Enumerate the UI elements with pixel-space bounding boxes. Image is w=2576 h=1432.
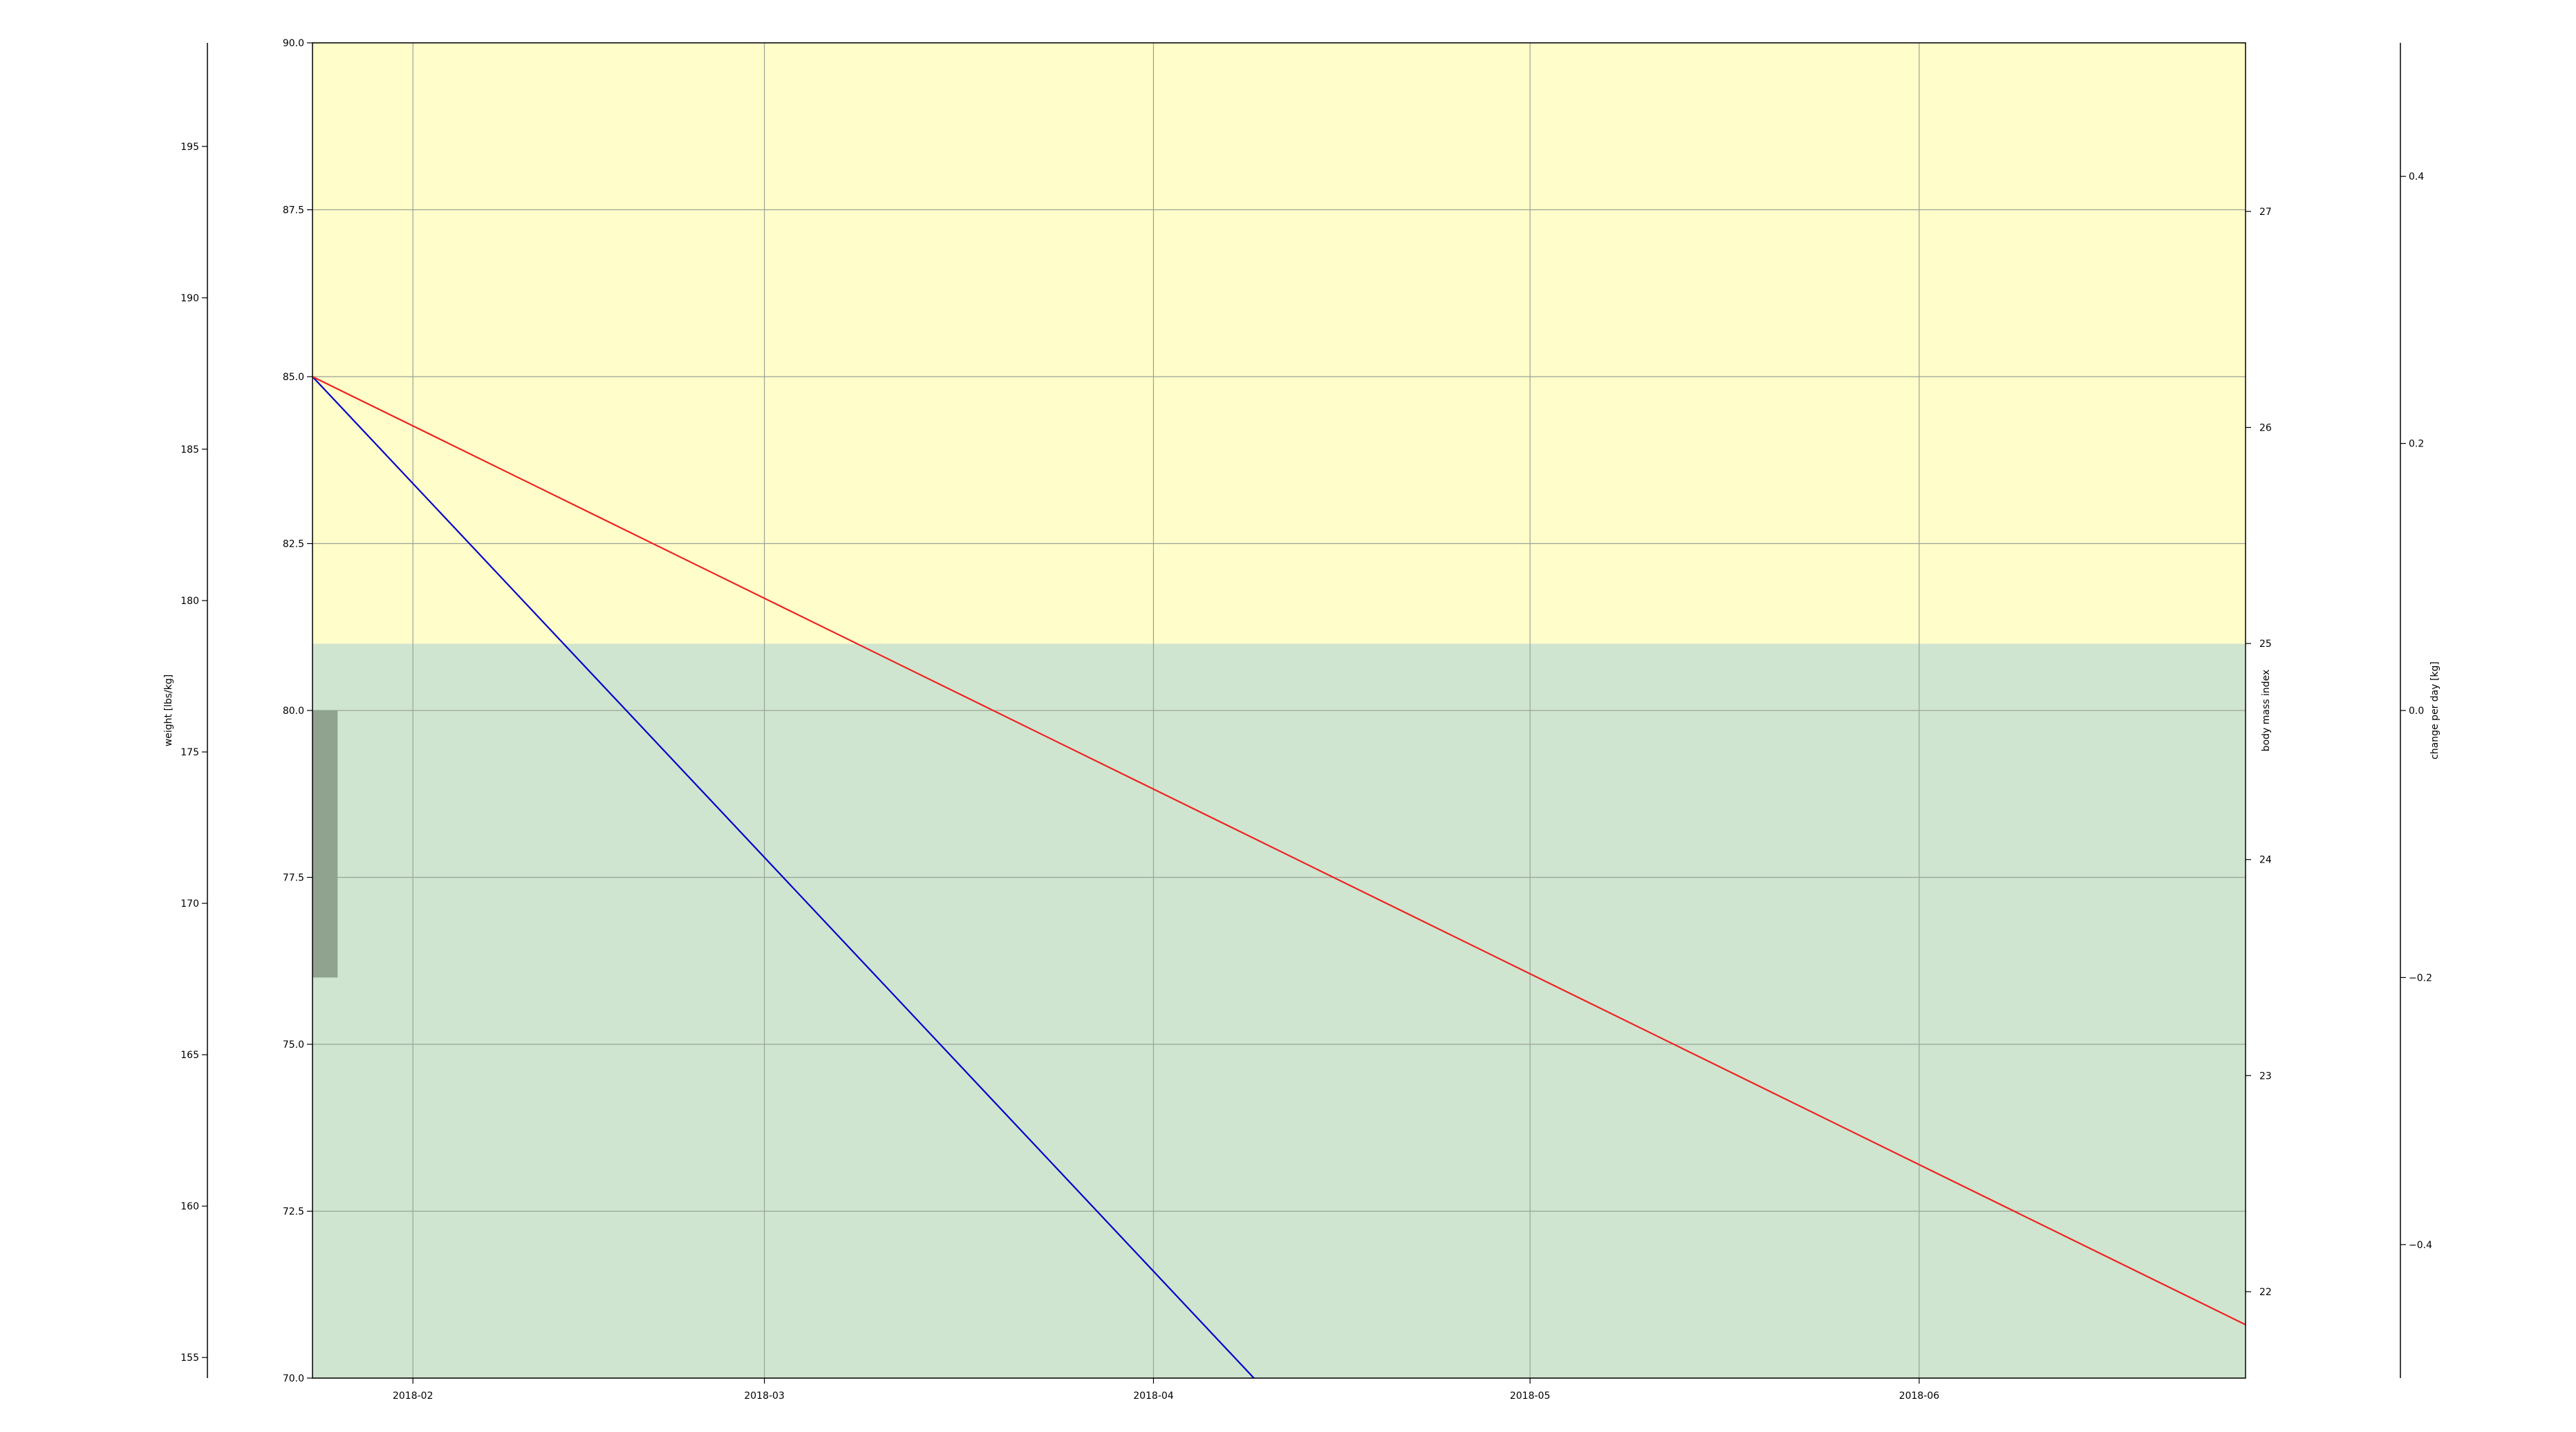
lbs-tick-label-7: 190 xyxy=(180,293,199,304)
bmi-tick-label-0: 22 xyxy=(2259,1287,2272,1298)
x-tick-label-3: 2018-05 xyxy=(1510,1391,1551,1402)
bmi-axis-label: body mass index xyxy=(2261,670,2272,752)
weight-band-1 xyxy=(312,43,2246,644)
change-axis-label: change per day [kg] xyxy=(2429,661,2440,760)
change-tick-label-2: 0.0 xyxy=(2409,706,2424,717)
x-tick-label-0: 2018-02 xyxy=(393,1391,433,1402)
tick-labels: 2018-02 2018-03 2018-04 2018-05 2018-06 70.0 7… xyxy=(180,38,2432,1402)
bmi-tick-label-2: 24 xyxy=(2259,855,2272,866)
kg-tick-label-1: 72.5 xyxy=(283,1207,304,1218)
lbs-tick-label-6: 185 xyxy=(180,444,199,455)
x-tick-label-2: 2018-04 xyxy=(1133,1391,1174,1402)
kg-tick-label-4: 80.0 xyxy=(283,706,304,717)
change-bar-0 xyxy=(312,710,338,978)
x-tick-label-4: 2018-06 xyxy=(1899,1391,1940,1402)
change-tick-label-4: 0.4 xyxy=(2409,171,2424,182)
lbs-tick-label-8: 195 xyxy=(180,142,199,153)
lbs-tick-label-1: 160 xyxy=(180,1201,199,1212)
lbs-tick-label-5: 180 xyxy=(180,596,199,607)
lbs-tick-label-4: 175 xyxy=(180,747,199,758)
series-line-0 xyxy=(312,376,1255,1378)
series-line-1 xyxy=(312,376,2246,1326)
weight-band-0 xyxy=(312,643,2246,1378)
kg-tick-label-3: 77.5 xyxy=(283,873,304,884)
kg-tick-label-2: 75.0 xyxy=(283,1039,304,1051)
lbs-tick-label-0: 155 xyxy=(180,1353,199,1364)
change-tick-label-1: −0.2 xyxy=(2409,972,2432,983)
kg-tick-label-5: 82.5 xyxy=(283,539,304,550)
change-bars xyxy=(312,710,338,978)
axes xyxy=(202,42,2406,1384)
bmi-tick-label-5: 27 xyxy=(2259,207,2272,218)
kg-tick-label-6: 85.0 xyxy=(283,372,304,383)
weight-series xyxy=(312,376,2246,1378)
bmi-tick-label-1: 23 xyxy=(2259,1071,2272,1082)
bmi-tick-label-3: 25 xyxy=(2259,639,2272,650)
kg-tick-label-0: 70.0 xyxy=(283,1373,304,1384)
bmi-tick-label-4: 26 xyxy=(2259,422,2272,433)
x-tick-label-1: 2018-03 xyxy=(744,1391,785,1402)
kg-tick-label-8: 90.0 xyxy=(283,38,304,49)
kg-tick-label-7: 87.5 xyxy=(283,205,304,216)
change-tick-label-3: 0.2 xyxy=(2409,439,2424,450)
weight-zone-bands xyxy=(312,43,2246,1378)
lbs-axis-label: weight [lbs/kg] xyxy=(163,675,174,746)
lbs-tick-label-2: 165 xyxy=(180,1050,199,1061)
lbs-tick-label-3: 170 xyxy=(180,898,199,910)
change-tick-label-0: −0.4 xyxy=(2409,1240,2432,1251)
